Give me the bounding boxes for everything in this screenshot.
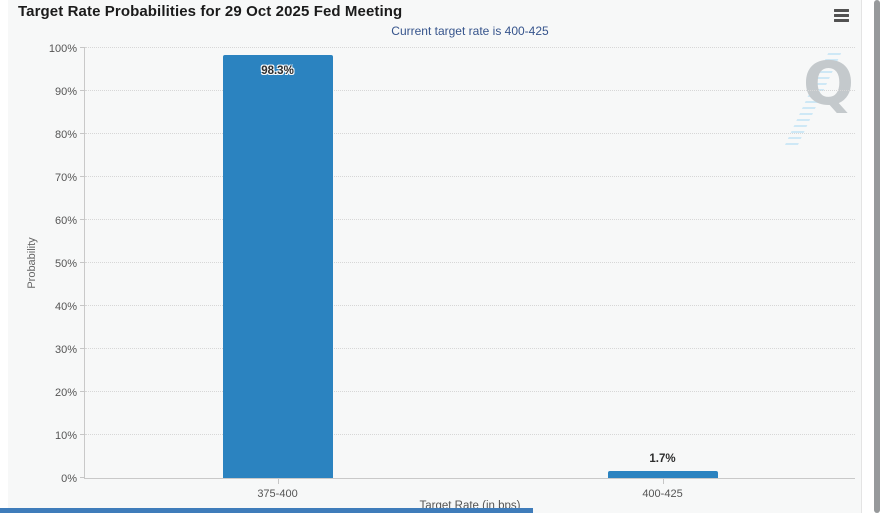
gridline bbox=[85, 133, 855, 134]
y-tick-label: 70% bbox=[54, 172, 77, 184]
gridline bbox=[85, 90, 855, 91]
y-tick-label: 100% bbox=[48, 43, 77, 55]
y-tick-label: 40% bbox=[54, 301, 77, 313]
watermark-q-letter: Q bbox=[803, 49, 855, 119]
plot-area: Q 0% 10% 20% 30% 40% 50% 60% 70% 80% 90% 100% 98.3%… bbox=[49, 43, 855, 500]
x-category-label: 375-400 bbox=[257, 488, 298, 500]
chart-context-menu-button[interactable] bbox=[830, 5, 854, 25]
y-tick-label: 60% bbox=[54, 215, 77, 227]
gridline bbox=[85, 391, 855, 392]
vertical-scrollbar[interactable] bbox=[874, 0, 880, 513]
chart-title: Target Rate Probabilities for 29 Oct 202… bbox=[18, 3, 403, 20]
y-axis-tick bbox=[80, 434, 85, 435]
gridline bbox=[85, 176, 855, 177]
probability-bar[interactable] bbox=[222, 55, 333, 478]
x-axis-tick bbox=[277, 479, 279, 484]
gridline bbox=[85, 47, 855, 48]
y-tick-label: 30% bbox=[54, 344, 77, 356]
x-axis-tick bbox=[662, 479, 664, 484]
chart-subtitle: Current target rate is 400-425 bbox=[391, 24, 549, 38]
y-axis-tick bbox=[80, 219, 85, 220]
gridline bbox=[85, 305, 855, 306]
y-axis-tick bbox=[80, 90, 85, 91]
y-axis-tick bbox=[80, 477, 85, 478]
y-tick-label: 80% bbox=[54, 129, 77, 141]
bar-data-label: 98.3% bbox=[261, 65, 294, 77]
bar-data-label: 1.7% bbox=[649, 453, 676, 465]
watermark-stripes-icon bbox=[785, 50, 843, 145]
y-tick-label: 50% bbox=[54, 258, 77, 270]
gridline bbox=[85, 262, 855, 263]
y-axis-line bbox=[84, 48, 85, 479]
probability-bar[interactable] bbox=[607, 471, 718, 478]
fedwatch-chart-panel: Target Rate Probabilities for 29 Oct 202… bbox=[8, 0, 862, 513]
y-axis-tick bbox=[80, 348, 85, 349]
gridline bbox=[85, 348, 855, 349]
clipped-blue-element-bottom bbox=[0, 508, 533, 513]
y-axis-tick bbox=[80, 262, 85, 263]
y-axis-tick bbox=[80, 391, 85, 392]
x-axis-line bbox=[84, 478, 855, 479]
y-tick-label: 0% bbox=[61, 473, 77, 485]
quikstrike-watermark: Q bbox=[783, 49, 861, 145]
x-category-label: 400-425 bbox=[642, 488, 683, 500]
y-axis-tick bbox=[80, 305, 85, 306]
y-axis-tick bbox=[80, 47, 85, 48]
gridline bbox=[85, 434, 855, 435]
hamburger-icon bbox=[834, 8, 850, 22]
y-axis-tick bbox=[80, 133, 85, 134]
gridline bbox=[85, 219, 855, 220]
y-tick-label: 90% bbox=[54, 86, 77, 98]
y-tick-label: 20% bbox=[54, 387, 77, 399]
y-axis-tick bbox=[80, 176, 85, 177]
y-tick-label: 10% bbox=[54, 430, 77, 442]
